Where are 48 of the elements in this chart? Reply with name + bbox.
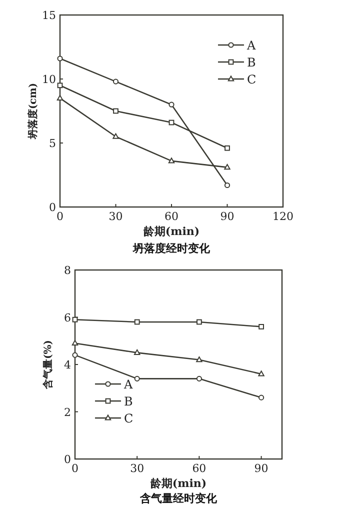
- y-axis-title: 坍落度(cm): [27, 82, 39, 140]
- legend-label: C: [124, 412, 134, 426]
- point: [196, 376, 202, 382]
- x-axis-title: 龄期(min): [142, 225, 200, 238]
- point: [112, 133, 119, 139]
- point: [224, 145, 230, 151]
- x-tick-label: 60: [164, 210, 178, 223]
- point: [57, 56, 63, 62]
- x-tick-label: 90: [254, 462, 268, 475]
- y-tick-label: 15: [42, 9, 56, 22]
- point: [112, 78, 119, 84]
- y-tick-label: 5: [49, 137, 56, 150]
- y-tick-label: 0: [49, 201, 56, 214]
- y-tick-label: 0: [64, 453, 71, 466]
- legend-label: B: [247, 56, 256, 70]
- point: [168, 102, 174, 108]
- point: [258, 324, 264, 330]
- legend-label: A: [123, 378, 133, 392]
- legend-label: A: [246, 38, 256, 52]
- text: 坍落度经时变化: [132, 242, 211, 255]
- point: [134, 319, 140, 325]
- point: [224, 182, 230, 188]
- x-tick-label: 30: [108, 210, 123, 223]
- point: [196, 319, 202, 325]
- x-axis-title: 龄期(min): [149, 477, 207, 490]
- y-tick-label: 2: [64, 406, 71, 419]
- point: [168, 158, 175, 164]
- x-tick-label: 120: [272, 210, 294, 223]
- y-tick-label: 10: [42, 73, 56, 86]
- point: [72, 352, 78, 358]
- y-tick-label: 6: [64, 311, 71, 324]
- y-tick-label: 4: [64, 358, 71, 372]
- point: [113, 108, 118, 114]
- legend-label: B: [124, 394, 133, 408]
- text: 含气量经时变化: [139, 492, 218, 505]
- x-tick-label: 30: [130, 462, 144, 475]
- point: [134, 376, 140, 382]
- point: [57, 82, 63, 88]
- point: [258, 394, 264, 400]
- y-axis-title: 含气量(%): [42, 340, 54, 390]
- point: [134, 349, 140, 355]
- y-tick-label: 8: [64, 264, 71, 277]
- point: [224, 164, 230, 170]
- point: [196, 356, 202, 362]
- legend-label: C: [247, 72, 256, 86]
- point: [258, 370, 264, 376]
- x-tick-label: 60: [192, 462, 206, 475]
- x-tick-label: 90: [220, 210, 234, 223]
